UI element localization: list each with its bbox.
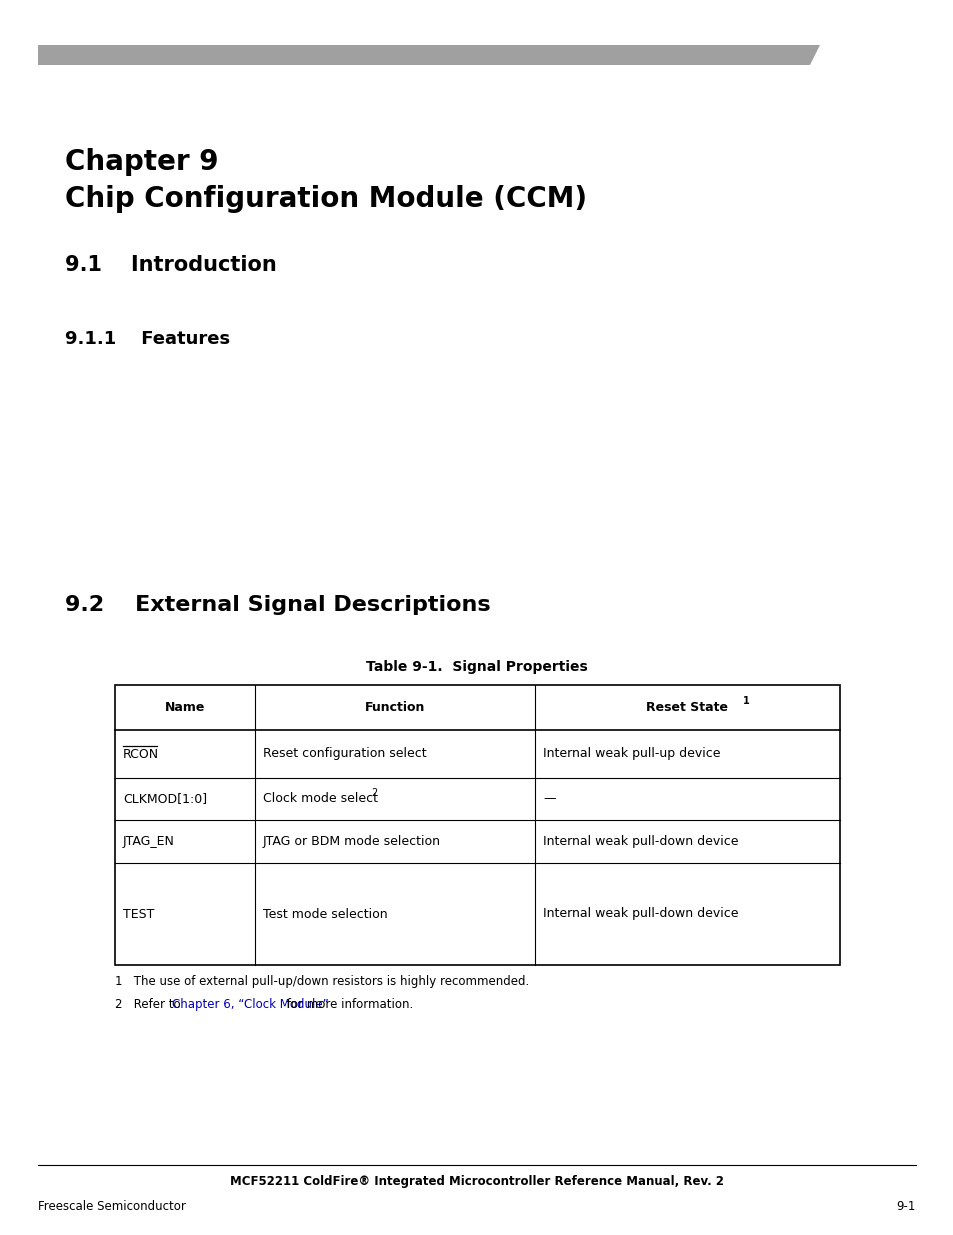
Text: Internal weak pull-down device: Internal weak pull-down device <box>542 908 738 920</box>
Text: Reset configuration select: Reset configuration select <box>263 747 426 761</box>
Text: Test mode selection: Test mode selection <box>263 908 387 920</box>
Text: Reset State: Reset State <box>646 701 728 714</box>
Text: 9.1.1    Features: 9.1.1 Features <box>65 330 230 348</box>
Text: 2   Refer to: 2 Refer to <box>115 998 184 1011</box>
Text: Internal weak pull-down device: Internal weak pull-down device <box>542 835 738 848</box>
Text: 2: 2 <box>371 788 376 798</box>
Bar <box>115 685 840 965</box>
Text: 9.2    External Signal Descriptions: 9.2 External Signal Descriptions <box>65 595 490 615</box>
Text: Name: Name <box>165 701 205 714</box>
Text: 1   The use of external pull-up/down resistors is highly recommended.: 1 The use of external pull-up/down resis… <box>115 974 529 988</box>
Text: TEST: TEST <box>123 908 154 920</box>
Polygon shape <box>38 44 820 65</box>
Text: Chip Configuration Module (CCM): Chip Configuration Module (CCM) <box>65 185 586 212</box>
Text: Function: Function <box>364 701 425 714</box>
Text: MCF52211 ColdFire® Integrated Microcontroller Reference Manual, Rev. 2: MCF52211 ColdFire® Integrated Microcontr… <box>230 1174 723 1188</box>
Text: Chapter 6, “Clock Module”: Chapter 6, “Clock Module” <box>172 998 329 1011</box>
Text: Chapter 9: Chapter 9 <box>65 148 218 177</box>
Text: for more information.: for more information. <box>283 998 413 1011</box>
Text: JTAG_EN: JTAG_EN <box>123 835 174 848</box>
Text: Internal weak pull-up device: Internal weak pull-up device <box>542 747 720 761</box>
Text: Clock mode select: Clock mode select <box>263 793 377 805</box>
Text: Table 9-1.  Signal Properties: Table 9-1. Signal Properties <box>366 659 587 674</box>
Text: JTAG or BDM mode selection: JTAG or BDM mode selection <box>263 835 440 848</box>
Text: 9.1    Introduction: 9.1 Introduction <box>65 254 276 275</box>
Text: Freescale Semiconductor: Freescale Semiconductor <box>38 1200 186 1213</box>
Text: 9-1: 9-1 <box>896 1200 915 1213</box>
Text: RCON: RCON <box>123 747 159 761</box>
Text: 1: 1 <box>741 697 748 706</box>
Text: —: — <box>542 793 555 805</box>
Text: CLKMOD[1:0]: CLKMOD[1:0] <box>123 793 207 805</box>
